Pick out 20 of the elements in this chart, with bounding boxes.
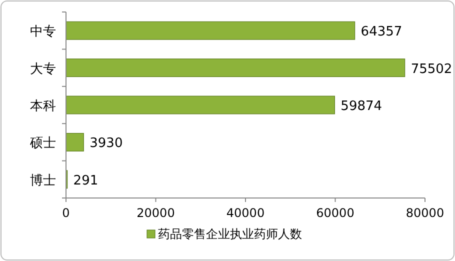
x-tick-label: 80000: [406, 206, 444, 220]
y-tick-label: 中专: [30, 24, 56, 40]
y-tick-label: 大专: [30, 62, 56, 77]
y-tick-label: 博士: [30, 173, 56, 188]
x-tick-label: 0: [62, 206, 70, 220]
bar: [66, 132, 84, 152]
bar: [66, 96, 335, 114]
x-tick-label: 20000: [136, 206, 175, 220]
y-tick-label: 硕士: [29, 136, 56, 152]
data-label: 75502: [410, 62, 452, 77]
data-label: 291: [73, 173, 98, 188]
bar: [66, 58, 406, 78]
legend-label: 药品零售企业执业药师人数: [158, 227, 302, 241]
bar: [66, 21, 356, 40]
x-tick-label: 60000: [316, 206, 354, 220]
x-tick-label: 40000: [226, 206, 265, 220]
data-label: 59874: [340, 99, 382, 114]
data-label: 3930: [90, 136, 123, 152]
y-tick-label: 本科: [30, 99, 56, 114]
data-label: 64357: [360, 24, 402, 40]
